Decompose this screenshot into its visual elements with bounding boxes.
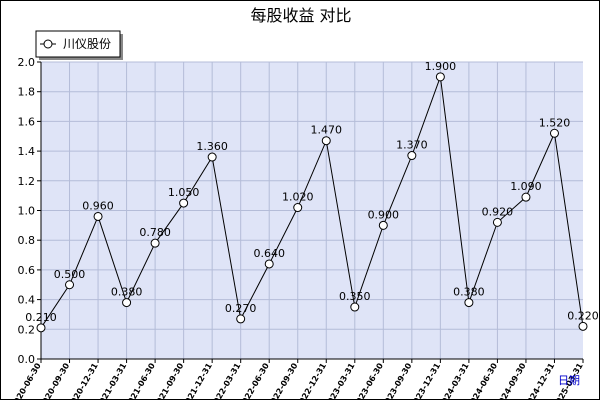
data-point-marker [207,152,217,162]
x-tick-label: 2022-12-31 [295,361,329,399]
y-tick-label: 2.0 [18,56,36,69]
data-label: 0.500 [54,268,86,281]
data-label: 0.640 [253,247,285,260]
data-label: 1.090 [510,180,542,193]
data-label: 1.360 [196,140,228,153]
data-label: 0.780 [139,226,171,239]
data-point-marker [122,298,132,308]
x-tick-label: 2024-12-31 [523,361,557,399]
x-tick-label: 2021-06-30 [123,361,157,399]
legend: 川仪股份 [35,30,123,60]
data-point-marker [150,238,160,248]
data-labels: 0.210 0.500 0.960 0.380 0.780 1.050 1.360 0.270… [25,60,599,324]
grid-lines [41,61,583,359]
x-tick-label: 2020-09-30 [38,361,72,399]
y-tick-label: 1.0 [18,205,36,218]
x-tick-label: 2021-03-31 [95,361,129,399]
data-point-marker [435,72,445,82]
data-point-marker [492,217,502,227]
data-label: 0.380 [111,286,143,299]
data-label: 0.210 [25,311,57,324]
data-point-marker [321,136,331,146]
series-layer [36,72,588,333]
y-tick-label: 1.2 [18,175,36,188]
y-tick-label: 0.2 [18,323,36,336]
axes [37,61,584,363]
data-label: 1.520 [539,116,571,129]
y-tick-label: 1.8 [18,86,36,99]
y-tick-label: 1.4 [18,145,36,158]
data-label: 1.470 [311,124,343,137]
data-label: 0.920 [482,205,514,218]
legend-marker-icon [43,39,53,49]
series-line [40,76,584,329]
data-label: 1.370 [396,139,428,152]
data-label: 1.900 [425,60,457,73]
data-point-marker [521,192,531,202]
data-point-marker [264,259,274,269]
data-label: 0.270 [225,302,257,315]
data-point-marker [93,211,103,221]
x-axis-name: 日期 [558,374,580,387]
x-tick-label: 2020-12-31 [66,361,100,399]
data-point-marker [36,323,46,333]
data-label: 1.020 [282,191,314,204]
y-tick-label: 0.6 [18,264,36,277]
data-point-marker [350,302,360,312]
y-tick-label: 0.0 [18,353,36,366]
x-tick-label: 2021-12-31 [181,361,215,399]
x-tick-label: 2024-06-30 [466,361,500,399]
x-tick-label: 2023-12-31 [409,361,443,399]
y-tick-label: 1.6 [18,115,36,128]
x-tick-label: 2024-09-30 [494,361,528,399]
x-tick-label: 2023-06-30 [352,361,386,399]
data-point-marker [293,203,303,213]
chart-title: 每股收益 对比 [250,6,351,25]
y-tick-label: 0.4 [18,294,36,307]
data-point-marker [65,280,75,290]
data-point-marker [464,298,474,308]
x-tick-label: 2024-03-31 [437,361,471,399]
data-label: 0.220 [567,309,599,322]
data-label: 0.900 [368,208,400,221]
x-tick-label: 2022-09-30 [266,361,300,399]
data-label: 1.050 [168,186,200,199]
x-tick-label: 2021-09-30 [152,361,186,399]
data-label: 0.350 [339,290,371,303]
legend-label: 川仪股份 [63,37,111,51]
x-tick-label: 2020-06-30 [9,361,43,399]
data-point-marker [407,151,417,161]
data-point-marker [378,220,388,230]
x-tick-label: 2022-03-31 [209,361,243,399]
data-point-marker [179,198,189,208]
data-label: 0.380 [453,286,485,299]
x-tick-label: 2023-03-31 [323,361,357,399]
data-label: 0.960 [82,199,114,212]
y-tick-label: 0.8 [18,234,36,247]
x-tick-label: 2023-09-30 [380,361,414,399]
data-point-marker [578,321,588,331]
data-point-marker [236,314,246,324]
data-point-marker [549,128,559,138]
x-tick-label: 2022-06-30 [238,361,272,399]
